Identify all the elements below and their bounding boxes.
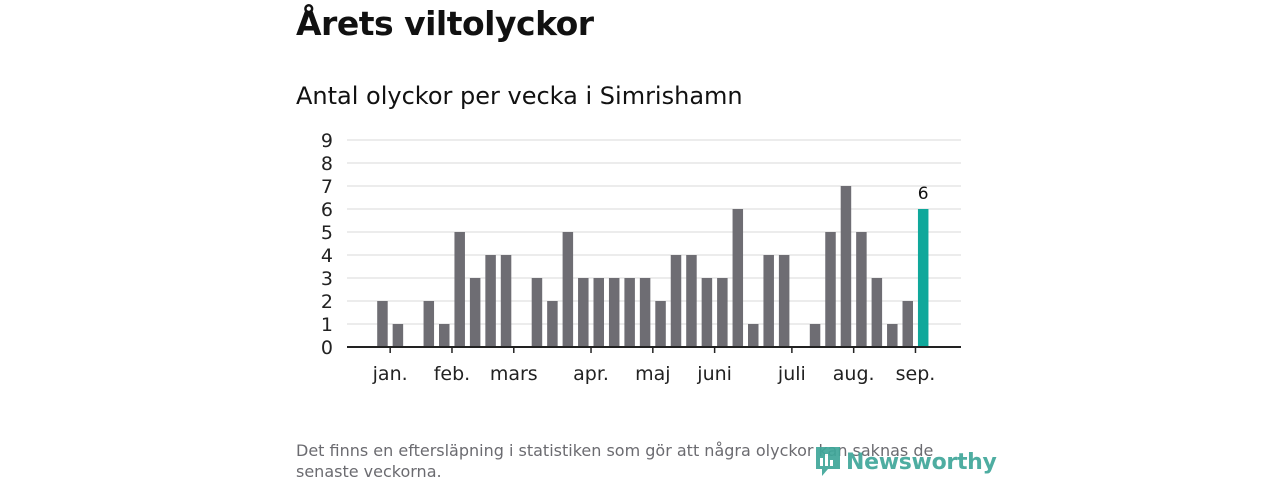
x-tick-label: juni [696,363,732,385]
y-tick-label: 3 [321,268,333,290]
bar [485,255,496,347]
bar [701,278,713,347]
bar [531,278,543,347]
bar [856,232,867,347]
bar [423,301,435,347]
bar [748,324,759,347]
x-tick-label: apr. [573,363,609,385]
brand-logo: Newsworthy [814,445,997,479]
bar [469,278,481,347]
bar [902,301,913,347]
bar [439,324,450,347]
bar [500,255,512,347]
bar [608,278,620,347]
x-tick-label: sep. [896,363,936,385]
bar [778,255,790,347]
bar [547,301,558,347]
bar [887,324,898,347]
bar [392,324,404,347]
x-tick-label: jan. [372,363,408,385]
bar [578,278,589,347]
brand-name: Newsworthy [846,449,997,475]
bar-highlight [917,209,929,347]
bar [562,232,574,347]
bar [732,209,744,347]
chart-subtitle: Antal olyckor per vecka i Simrishamn [296,82,743,110]
y-tick-label: 9 [321,130,333,152]
y-tick-label: 1 [321,314,333,336]
bar [593,278,604,347]
y-tick-label: 6 [321,199,333,221]
x-tick-label: feb. [434,363,470,385]
y-tick-label: 4 [321,245,333,267]
bar [454,232,465,347]
bar [655,301,666,347]
x-tick-label: aug. [833,363,875,385]
bar [825,232,836,347]
data-label: 6 [918,184,929,204]
x-tick-label: maj [635,363,670,385]
y-tick-label: 5 [321,222,333,244]
newsworthy-logo-icon [816,447,840,476]
y-tick-label: 0 [321,337,333,359]
y-tick-label: 8 [321,153,333,175]
y-tick-label: 2 [321,291,333,313]
y-tick-label: 7 [321,176,333,198]
bar [809,324,821,347]
bar [717,278,728,347]
x-tick-label: mars [490,363,538,385]
bar [763,255,774,347]
bar [624,278,635,347]
bar [670,255,682,347]
chart-title: Årets viltolyckor [296,4,594,43]
bar [686,255,697,347]
x-tick-label: juli [777,363,806,385]
bar [840,186,852,347]
bar [377,301,388,347]
bar [639,278,651,347]
bar [871,278,883,347]
footnote: Det finns en eftersläpning i statistiken… [296,441,934,481]
